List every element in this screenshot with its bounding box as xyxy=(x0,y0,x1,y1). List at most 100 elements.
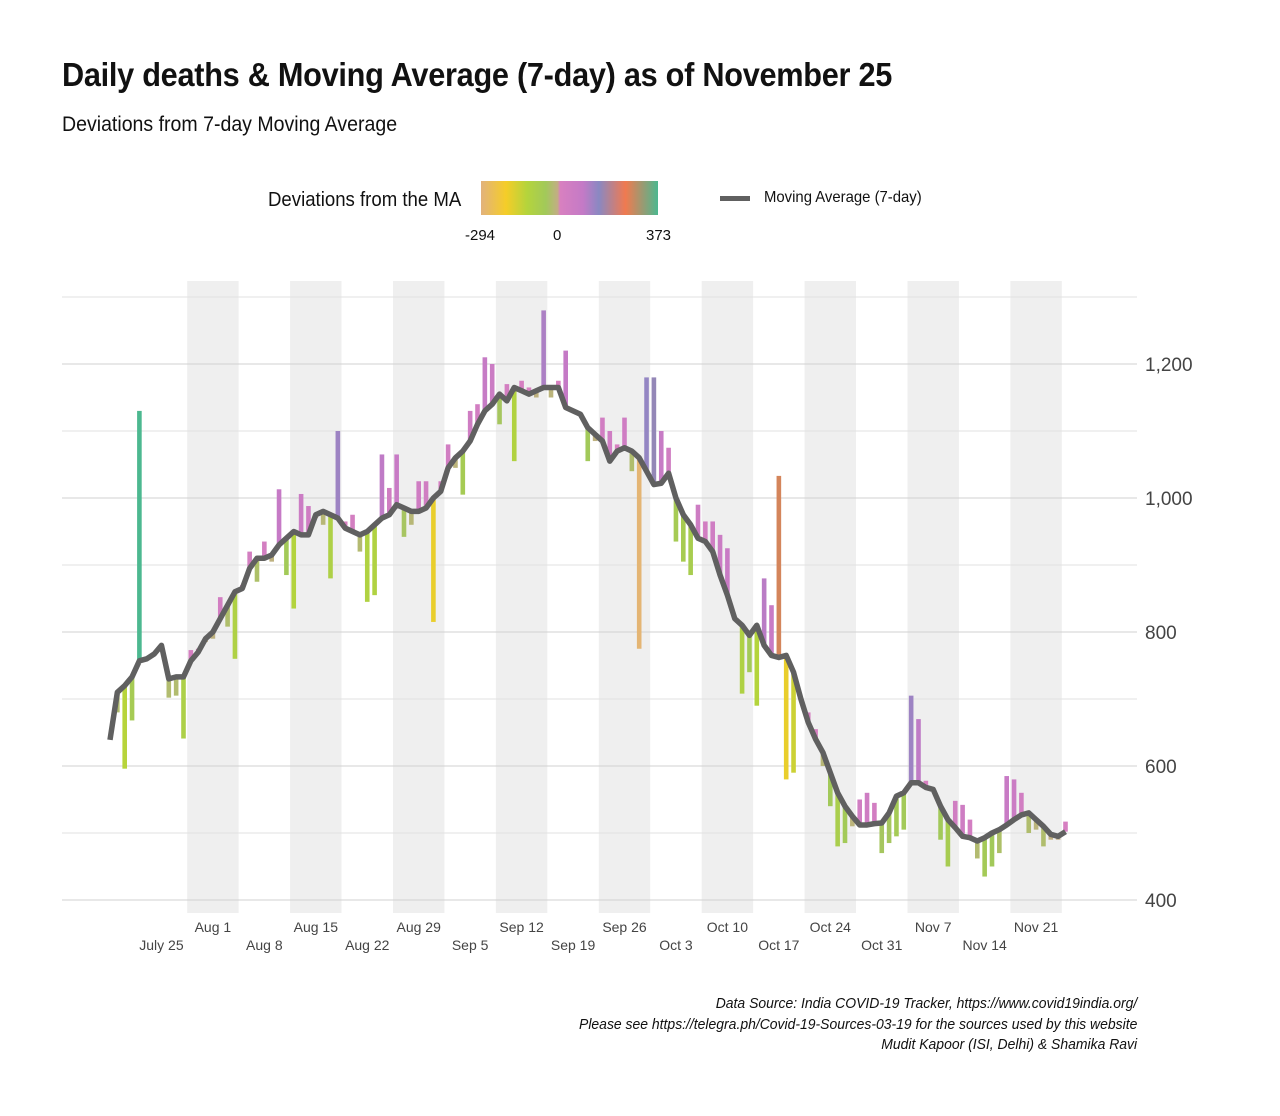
deviation-bar xyxy=(350,514,355,532)
x-tick-label: Sep 26 xyxy=(602,919,647,935)
deviation-bar xyxy=(886,812,892,844)
x-tick-label: Oct 10 xyxy=(707,919,748,935)
deviation-bar xyxy=(857,799,862,825)
deviation-bar xyxy=(776,475,782,658)
deviation-bar xyxy=(614,444,620,452)
deviation-bar xyxy=(137,410,142,661)
deviation-bar xyxy=(423,481,429,509)
x-tick-label: Sep 12 xyxy=(499,919,544,935)
deviation-bar xyxy=(600,417,605,442)
moving-average-line xyxy=(107,384,1067,844)
deviation-bar xyxy=(644,377,649,472)
deviation-bar xyxy=(1041,826,1046,847)
deviation-bar xyxy=(835,792,840,847)
moving-average-legend-label: Moving Average (7-day) xyxy=(764,189,922,206)
deviation-bar xyxy=(409,511,414,525)
deviation-bar xyxy=(482,357,488,411)
deviation-bar xyxy=(122,685,127,769)
color-legend-gradient xyxy=(481,181,658,215)
x-tick-label: Aug 29 xyxy=(397,919,442,935)
deviation-bar xyxy=(695,504,701,539)
y-tick-label: 1,000 xyxy=(1145,489,1193,510)
caption-authors: Mudit Kapoor (ISI, Delhi) & Shamika Ravi xyxy=(881,1036,1137,1053)
week-band xyxy=(804,281,857,913)
deviation-bar xyxy=(1011,779,1017,820)
color-legend-max: 373 xyxy=(646,227,672,244)
deviation-bar xyxy=(747,635,752,673)
deviation-bar xyxy=(563,350,568,408)
x-tick-label: Nov 21 xyxy=(1014,919,1059,935)
deviation-bar xyxy=(445,444,451,468)
deviation-bar xyxy=(989,833,995,867)
deviation-bar xyxy=(188,650,194,661)
week-band xyxy=(598,281,651,913)
caption-sources-note: Please see https://telegra.ph/Covid-19-S… xyxy=(578,1016,1137,1033)
deviation-bar xyxy=(269,554,274,562)
x-tick-label: Aug 1 xyxy=(195,919,232,935)
deviation-bar xyxy=(335,431,341,519)
x-tick-label: July 25 xyxy=(139,937,184,953)
deviation-bar xyxy=(284,538,289,576)
deviation-bar xyxy=(761,578,767,646)
deviation-bar xyxy=(636,457,642,649)
deviation-bar xyxy=(607,431,613,462)
deviation-bar xyxy=(298,493,304,535)
deviation-bar xyxy=(894,796,899,837)
deviation-bar xyxy=(357,534,363,552)
deviation-bar xyxy=(717,534,723,576)
caption-data-source: Data Source: India COVID-19 Tracker, htt… xyxy=(715,995,1137,1012)
deviation-bar xyxy=(629,451,635,472)
deviation-bar xyxy=(666,447,671,474)
deviation-bar xyxy=(916,719,921,783)
chart-title: Daily deaths & Moving Average (7-day) as… xyxy=(62,56,893,93)
deviation-bar xyxy=(828,772,833,807)
deviation-bar xyxy=(489,364,495,405)
deviation-bar xyxy=(328,514,333,579)
deviation-bar xyxy=(688,524,693,576)
moving-average-legend-swatch xyxy=(720,196,750,201)
deviation-bar xyxy=(225,605,230,627)
deviation-bar xyxy=(901,792,907,830)
x-tick-label: Nov 7 xyxy=(915,919,952,935)
deviation-bar xyxy=(791,672,796,773)
deviation-bar xyxy=(622,417,627,448)
deviation-bar xyxy=(217,597,223,619)
deviation-bar xyxy=(548,387,554,398)
deviation-bar xyxy=(497,394,502,425)
x-tick-label: Aug 15 xyxy=(294,919,339,935)
week-band xyxy=(1010,281,1062,913)
deviation-bar xyxy=(394,454,399,505)
deviation-bar xyxy=(923,780,929,788)
deviation-bar xyxy=(585,427,591,462)
color-legend-zero: 0 xyxy=(553,227,562,244)
y-tick-label: 600 xyxy=(1145,757,1177,778)
deviation-bar xyxy=(291,531,297,609)
deviation-bar xyxy=(850,816,855,827)
week-band xyxy=(495,281,548,913)
deviation-bar xyxy=(681,514,686,562)
deviation-bar xyxy=(908,695,914,783)
deviation-bar xyxy=(725,548,730,596)
x-tick-label: Aug 8 xyxy=(246,937,283,953)
deviation-bar xyxy=(783,655,789,780)
x-tick-label: Sep 5 xyxy=(452,937,489,953)
deviation-bar xyxy=(379,454,385,519)
week-band xyxy=(392,281,445,913)
deviation-bar xyxy=(519,380,524,391)
deviation-bar xyxy=(556,380,561,388)
week-band xyxy=(907,281,959,913)
deviation-bar xyxy=(658,431,664,484)
deviation-bar xyxy=(864,792,870,825)
color-legend-min: -294 xyxy=(465,227,496,244)
deviation-bar xyxy=(504,384,510,401)
deviation-bar xyxy=(247,551,252,569)
deviation-bar xyxy=(1063,821,1068,832)
deviation-bar xyxy=(960,804,965,837)
deviation-bar xyxy=(703,521,708,542)
deviation-bar xyxy=(276,489,282,545)
x-tick-label: Oct 3 xyxy=(659,937,693,953)
deviation-bar xyxy=(975,841,980,859)
deviation-bar xyxy=(541,310,546,388)
deviation-bar xyxy=(673,498,679,542)
